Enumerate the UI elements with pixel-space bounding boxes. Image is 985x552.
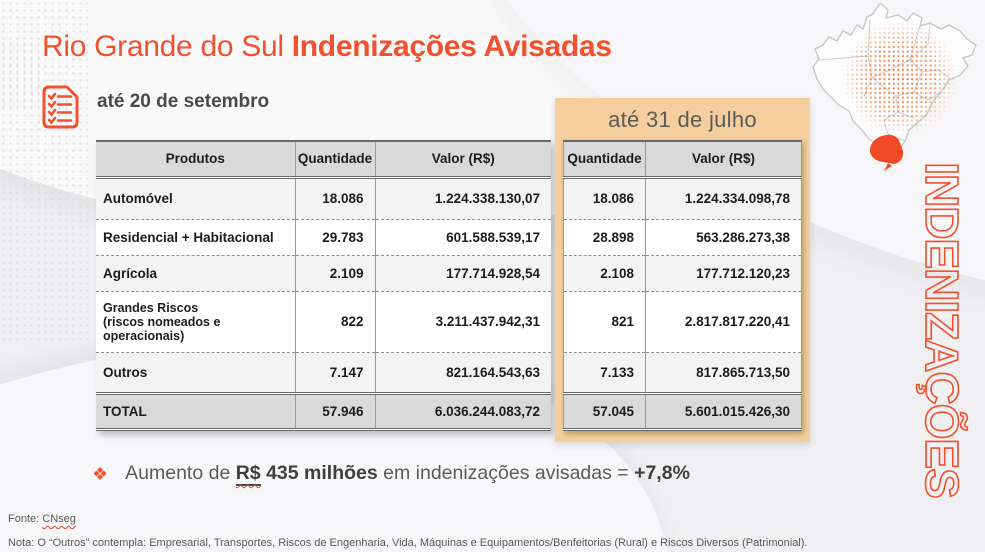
takeaway-currency: R$ [235, 462, 261, 486]
section-heading-july: até 31 de julho [608, 107, 757, 132]
brazil-map [810, 0, 985, 177]
produto-sub: (riscos nomeados e operacionais) [103, 314, 221, 343]
table-september: Produtos Quantidade Valor (R$) Automóvel… [96, 140, 551, 431]
table-row: Grandes Riscos (riscos nomeados e operac… [96, 290, 551, 352]
valor-cell: 563.286.273,38 [645, 218, 802, 255]
quantidade-cell: 18.086 [294, 177, 375, 219]
table-row: Automóvel 18.086 1.224.338.130,07 [96, 177, 551, 219]
source-label: Fonte: [8, 513, 43, 525]
table-row: Agrícola 2.109 177.714.928,54 [96, 254, 551, 291]
valor-cell: 3.211.437.942,31 [374, 290, 551, 352]
diamond-bullet-icon: ❖ [92, 463, 109, 484]
quantidade-cell: 28.898 [563, 218, 646, 255]
source-value: CNseg [42, 513, 76, 525]
quantidade-cell: 18.086 [592, 191, 634, 206]
table-row: 18.086 1.224.334.098,78 [563, 177, 802, 219]
col-header-valor: Valor (R$) [645, 140, 802, 179]
source-line: Fonte: CNseg [8, 513, 76, 525]
background-dots [0, 40, 40, 110]
map-dot-texture [842, 20, 958, 136]
total-label: TOTAL [96, 391, 295, 431]
valor-cell: 1.224.338.130,07 [374, 177, 551, 219]
title-regular: Rio Grande do Sul [42, 30, 292, 63]
col-header-valor: Valor (R$) [374, 140, 551, 179]
valor-cell: 601.588.539,17 [374, 218, 551, 255]
col-header-produtos: Produtos [96, 140, 295, 179]
quantidade-cell: 7.133 [563, 351, 646, 393]
col-header-quantidade: Quantidade [563, 140, 646, 179]
valor-cell: 817.865.713,50 [645, 351, 802, 393]
takeaway-amount: 435 milhões [260, 462, 378, 484]
table-row: Outros 7.147 821.164.543,63 [96, 351, 551, 393]
produto-cell: Automóvel [103, 191, 173, 206]
valor-cell: 821.164.543,63 [374, 351, 551, 393]
table-row: 821 2.817.817.220,41 [563, 290, 802, 352]
produto-cell: Outros [96, 351, 295, 393]
takeaway-mid: em indenizações avisadas = [377, 462, 635, 484]
key-takeaway: ❖ Aumento de R$ 435 milhões em indenizaç… [92, 462, 690, 486]
takeaway-text: Aumento de R$ 435 milhões em indenizaçõe… [125, 462, 690, 486]
table-total-row: TOTAL 57.946 6.036.244.083,72 [96, 391, 551, 431]
table-row: 28.898 563.286.273,38 [563, 218, 802, 255]
total-valor: 6.036.244.083,72 [374, 391, 551, 431]
takeaway-percent: +7,8% [634, 462, 690, 484]
quantidade-cell: 7.147 [294, 351, 375, 393]
valor-cell: 2.817.817.220,41 [645, 290, 802, 352]
valor-cell: 1.224.334.098,78 [645, 177, 802, 219]
rio-grande-do-sul-state [870, 134, 904, 171]
vertical-watermark-text: INDENIZAÇÕES [915, 161, 969, 498]
quantidade-cell: 822 [294, 290, 375, 352]
section-heading-september: até 20 de setembro [97, 91, 270, 112]
quantidade-cell: 821 [563, 290, 646, 352]
footnote: Nota: O “Outros” contempla: Empresarial,… [8, 537, 808, 549]
produto-cell: Residencial + Habitacional [96, 218, 295, 255]
table-row: Residencial + Habitacional 29.783 601.58… [96, 218, 551, 255]
produto-main: Grandes Riscos [103, 300, 199, 315]
page-title: Rio Grande do Sul Indenizações Avisadas [42, 30, 612, 64]
quantidade-cell: 2.109 [294, 254, 375, 291]
july-panel: até 31 de julho Quantidade Valor (R$) 18… [555, 98, 810, 442]
produto-cell: Grandes Riscos (riscos nomeados e operac… [96, 290, 295, 352]
total-valor: 5.601.015.426,30 [645, 391, 802, 431]
col-header-quantidade: Quantidade [294, 140, 375, 179]
valor-cell: 177.714.928,54 [374, 254, 551, 291]
table-july: Quantidade Valor (R$) 18.086 1.224.334.0… [563, 140, 802, 431]
table-total-row: 57.045 5.601.015.426,30 [563, 391, 802, 431]
total-quantidade: 57.946 [294, 391, 375, 431]
quantidade-cell: 2.108 [563, 254, 646, 291]
quantidade-cell: 29.783 [294, 218, 375, 255]
total-quantidade: 57.045 [563, 391, 646, 431]
title-bold: Indenizações Avisadas [291, 30, 612, 63]
takeaway-start: Aumento de [125, 462, 236, 484]
valor-cell: 177.712.120,23 [645, 254, 802, 291]
produto-cell: Agrícola [96, 254, 295, 291]
table-row: 2.108 177.712.120,23 [563, 254, 802, 291]
checklist-document-icon [38, 84, 82, 135]
table-row: 7.133 817.865.713,50 [563, 351, 802, 393]
